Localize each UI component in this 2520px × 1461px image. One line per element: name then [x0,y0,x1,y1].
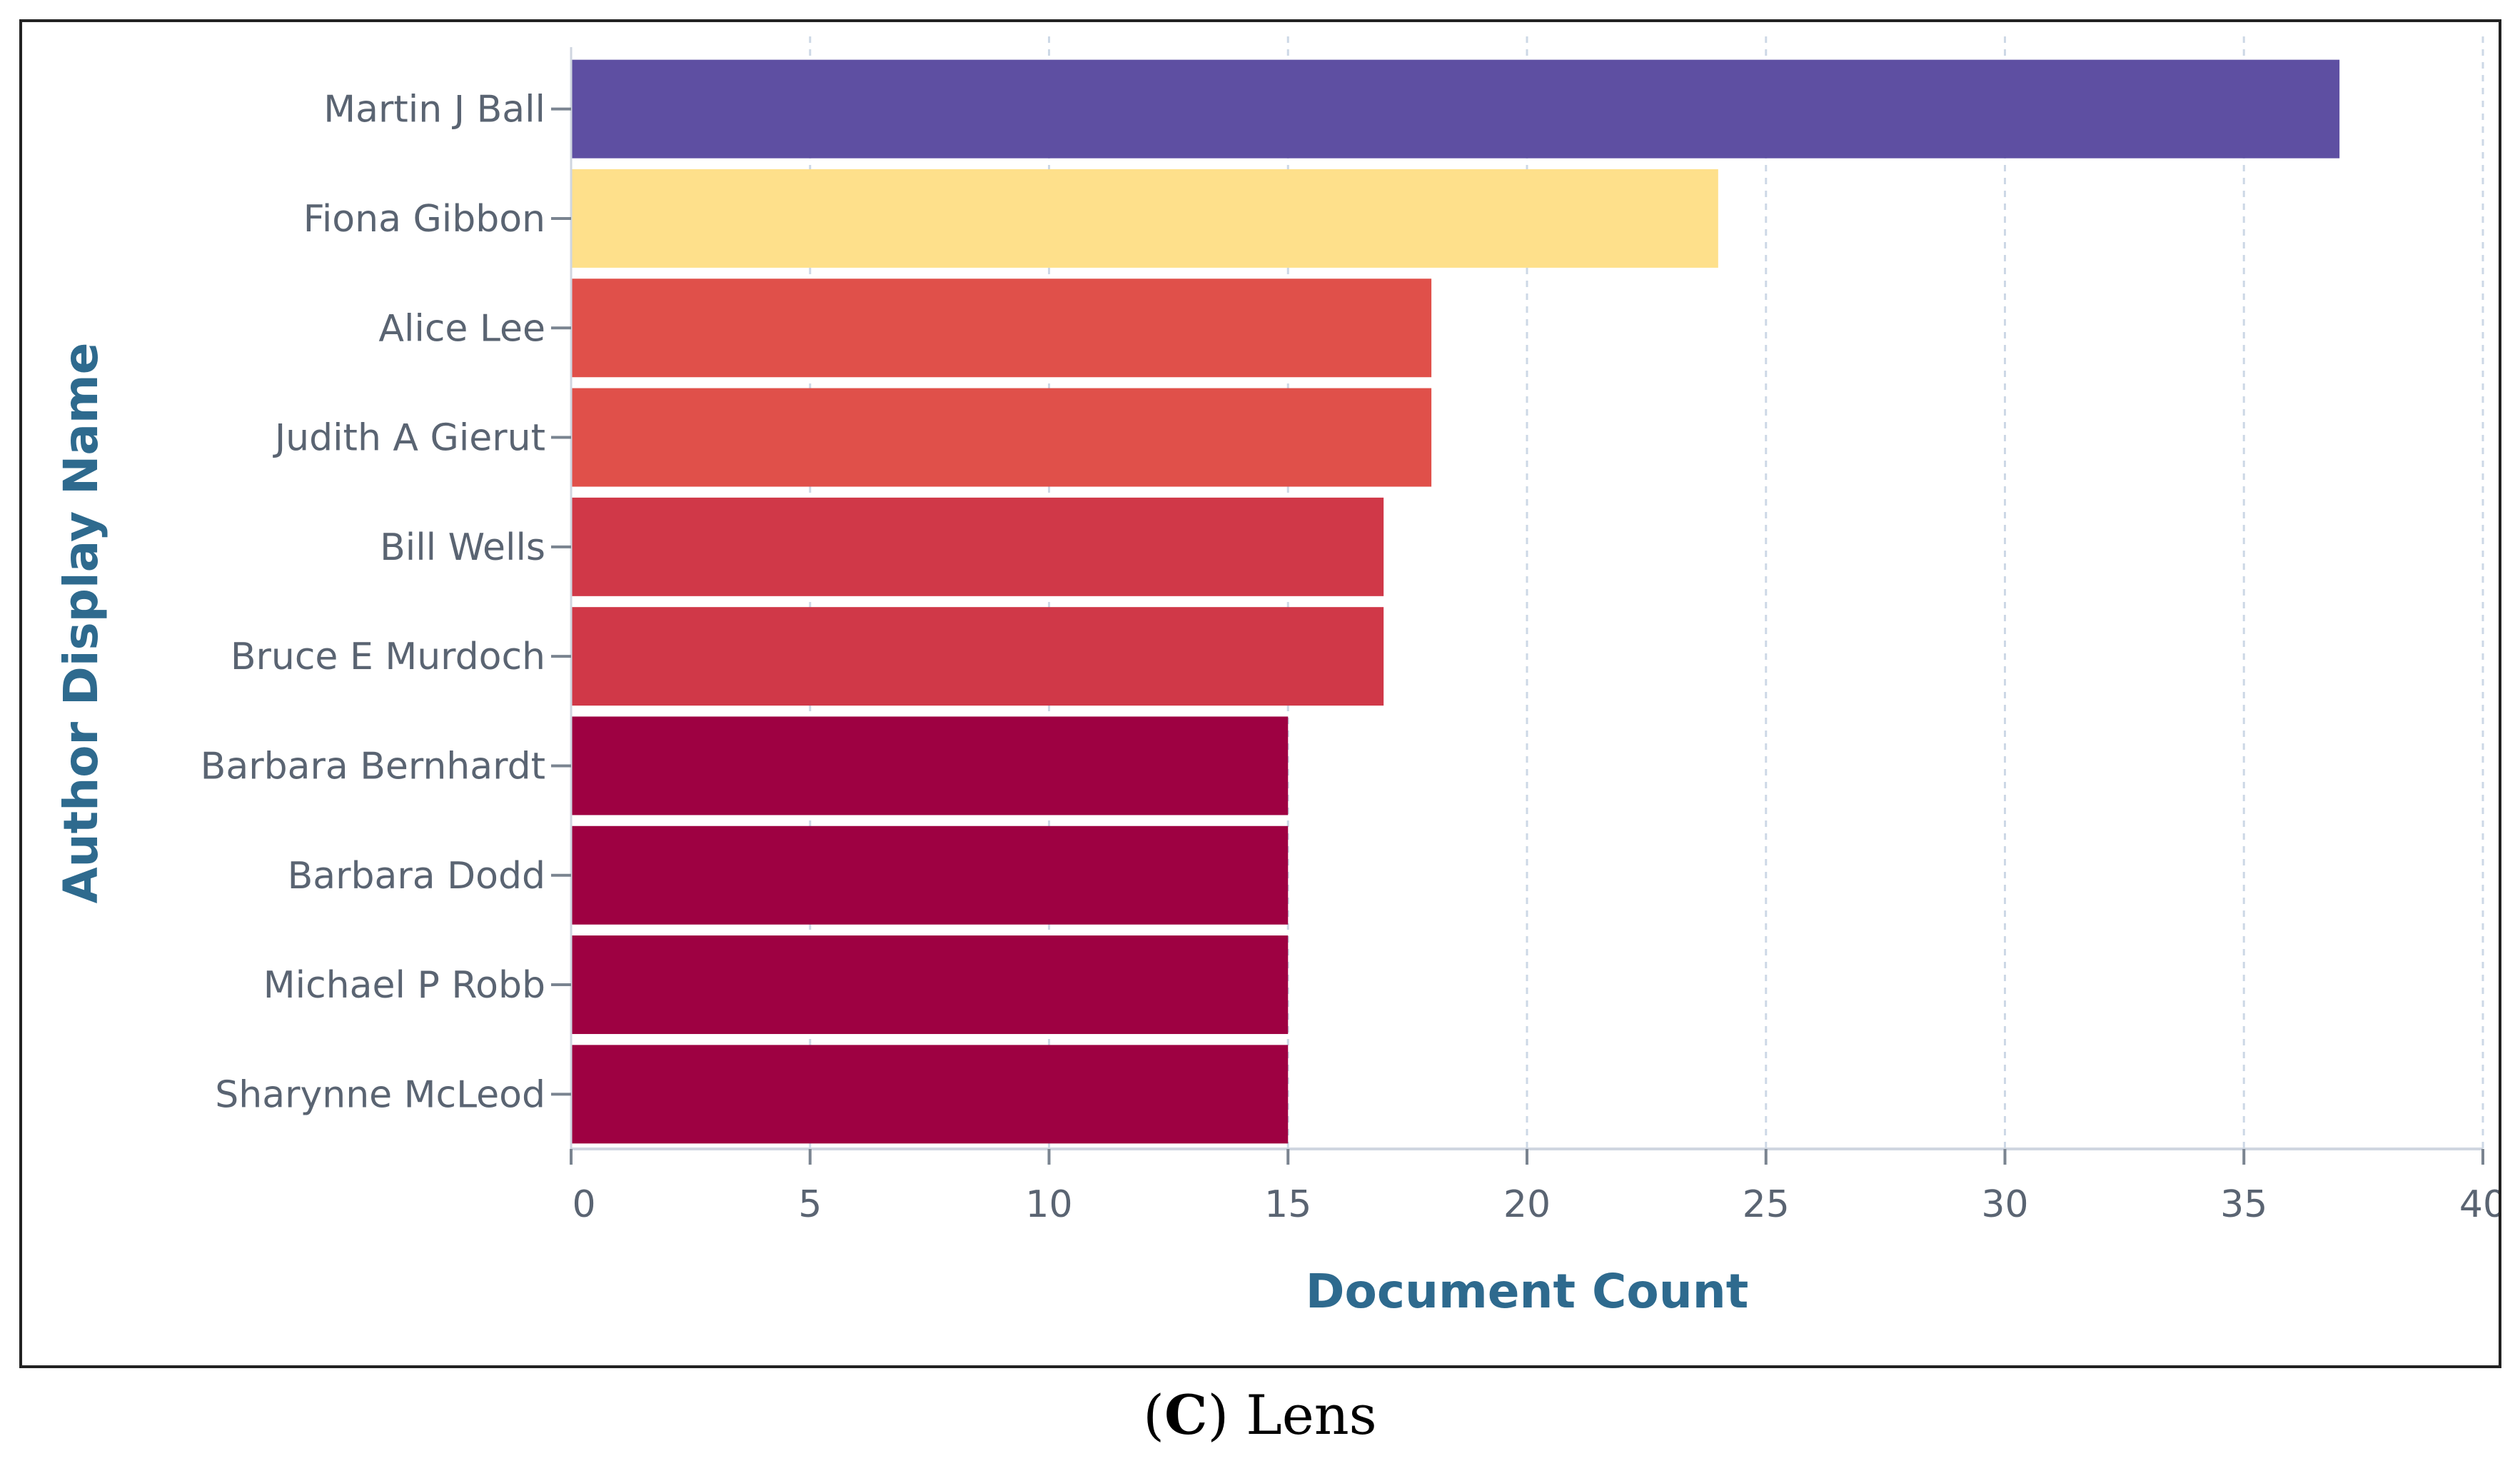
x-tick-label: 10 [1025,1183,1072,1226]
y-tick-label: Fiona Gibbon [303,198,545,241]
figure-caption: (C) Lens [0,1380,2520,1451]
bar [571,935,1289,1035]
bars [571,59,2340,1144]
bar [571,825,1289,925]
y-tick-label: Barbara Bernhardt [201,745,545,788]
y-tick-label: Judith A Gierut [273,417,545,460]
y-tick-label: Bruce E Murdoch [231,636,545,678]
y-tick-label: Michael P Robb [263,964,545,1007]
bar [571,169,1718,268]
caption-close: ) [1207,1383,1229,1447]
x-tick-label: 30 [1981,1183,2028,1226]
x-axis-title: Document Count [1306,1264,1749,1319]
bar-chart: 0 5 10 15 20 25 30 35 40 Martin J Ball Fiona Gibbo… [54,36,2499,1319]
caption-text: Lens [1246,1383,1377,1447]
caption-letter: C [1164,1383,1208,1447]
bar [571,1045,1289,1144]
caption-open: ( [1143,1383,1164,1447]
x-tick-label: 15 [1264,1183,1311,1226]
bar [571,278,1432,378]
chart-frame: 0 5 10 15 20 25 30 35 40 Martin J Ball Fiona Gibbo… [19,19,2501,1368]
y-tick-label: Martin J Ball [323,89,545,131]
bar [571,388,1432,487]
axes: 0 5 10 15 20 25 30 35 40 Martin J Ball Fiona Gibbo… [201,47,2499,1226]
x-tick-label: 5 [798,1183,822,1226]
y-tick-label: Sharynne McLeod [215,1073,545,1116]
bar [571,59,2340,159]
y-tick-label: Bill Wells [380,526,545,569]
y-tick-label: Barbara Dodd [288,855,545,898]
x-tick-label: 40 [2459,1183,2499,1226]
x-tick-label: 35 [2220,1183,2267,1226]
x-tick-label: 25 [1743,1183,1790,1226]
x-tick-label: 20 [1503,1183,1551,1226]
bar [571,716,1289,815]
bar [571,497,1384,596]
x-tick-label: 0 [572,1183,595,1226]
bar [571,607,1384,706]
y-tick-label: Alice Lee [378,307,545,350]
y-axis-title: Author Display Name [54,343,109,904]
